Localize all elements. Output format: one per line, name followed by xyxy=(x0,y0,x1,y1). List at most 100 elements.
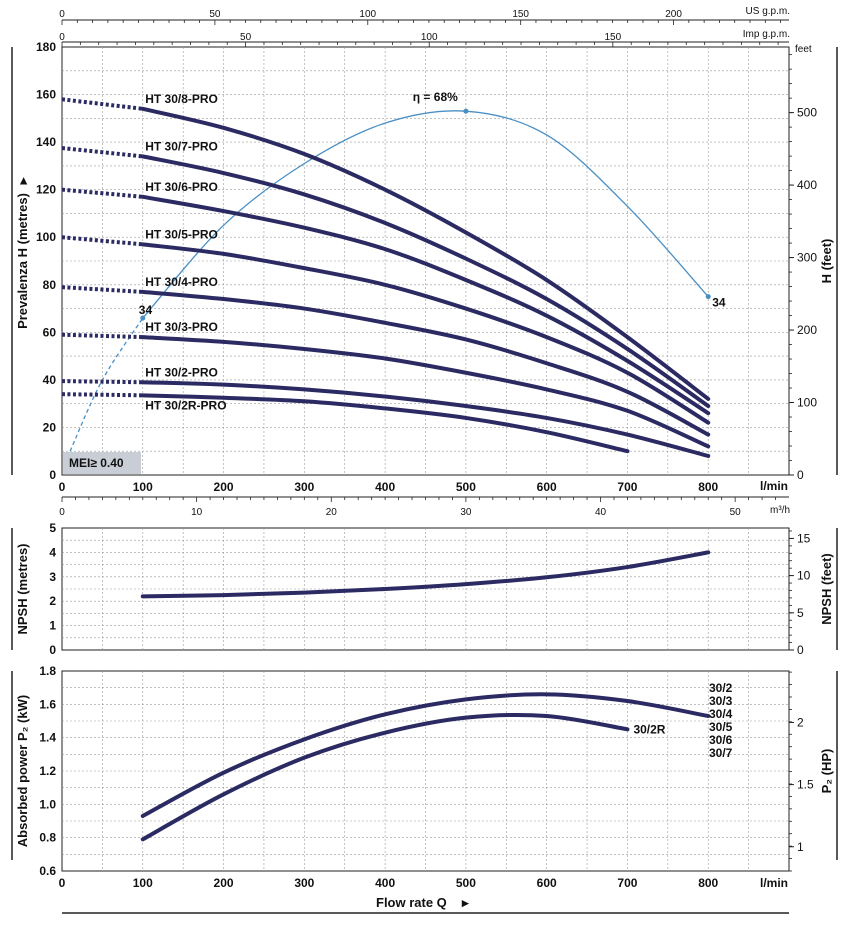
x-tick-label: 700 xyxy=(617,480,637,494)
x-tick-label: 800 xyxy=(698,480,718,494)
efficiency-marker xyxy=(140,315,146,321)
head-curve-dotted xyxy=(61,146,143,159)
x-tick-label: 500 xyxy=(456,876,476,890)
npsh-y-label: NPSH (metres) xyxy=(15,543,30,634)
x-tick-label: 700 xyxy=(617,876,637,890)
x-tick-label: 300 xyxy=(294,480,314,494)
head-y-label: Prevalenza H (metres) xyxy=(15,193,30,329)
head-curve-dotted xyxy=(61,187,143,199)
us-gpm-label: US g.p.m. xyxy=(746,6,790,17)
head-curve xyxy=(140,380,711,458)
head-y2-label: H (feet) xyxy=(819,239,834,284)
y-tick-label: 160 xyxy=(36,88,56,102)
x-tick-label: 500 xyxy=(456,480,476,494)
x-tick-label: 100 xyxy=(133,480,153,494)
y-tick-label: 1.4 xyxy=(39,731,56,745)
power-legend-item: 30/6 xyxy=(709,733,733,747)
y-tick-label: 180 xyxy=(36,40,56,54)
y2-tick-label: 10 xyxy=(797,569,811,583)
us-gpm-tick-label: 150 xyxy=(512,9,529,20)
x-tick-label: 100 xyxy=(133,876,153,890)
head-curve-dotted xyxy=(61,97,144,111)
y2-tick-label: 200 xyxy=(797,323,817,337)
head-curve xyxy=(140,393,630,454)
m3h-tick-label: 30 xyxy=(460,507,472,518)
y-tick-label: 0 xyxy=(49,468,56,482)
y2-tick-label: 400 xyxy=(797,178,817,192)
y-tick-label: 140 xyxy=(36,135,56,149)
head-curve-label: HT 30/2-PRO xyxy=(145,365,218,379)
y-tick-label: 40 xyxy=(43,373,57,387)
y-tick-label: 5 xyxy=(49,521,56,535)
imp-gpm-tick-label: 100 xyxy=(421,32,438,43)
power-curve xyxy=(140,712,630,842)
head-curve xyxy=(140,242,711,425)
mei-badge-box xyxy=(63,452,141,474)
head-curve xyxy=(140,154,711,409)
y-tick-label: 120 xyxy=(36,183,56,197)
head-curve-dotted xyxy=(61,235,143,247)
imp-gpm-tick-label: 50 xyxy=(240,32,252,43)
power-legend-item: 30/7 xyxy=(709,746,733,760)
y2-tick-label: 2 xyxy=(797,715,804,729)
x-tick-label: 600 xyxy=(537,876,557,890)
m3h-label: m³/h xyxy=(770,505,790,516)
power-curve xyxy=(140,692,711,818)
y2-tick-label: 300 xyxy=(797,251,817,265)
efficiency-peak-label: η = 68% xyxy=(413,90,458,104)
power-legend-item: 30/2 xyxy=(709,681,733,695)
head-curve-label: HT 30/8-PRO xyxy=(145,92,218,106)
efficiency-marker xyxy=(463,108,469,114)
y-tick-label: 20 xyxy=(43,420,57,434)
x-tick-label: 0 xyxy=(59,876,66,890)
y-tick-label: 80 xyxy=(43,278,57,292)
y-tick-label: 3 xyxy=(49,570,56,584)
head-curve-dotted xyxy=(61,285,143,294)
y-tick-label: 0.6 xyxy=(39,864,56,878)
us-gpm-tick-label: 200 xyxy=(665,9,682,20)
x-tick-label: 300 xyxy=(294,876,314,890)
y-tick-label: 2 xyxy=(49,594,56,608)
x-tick-label: 400 xyxy=(375,480,395,494)
power-legend: 30/230/330/430/530/630/7 xyxy=(709,681,733,760)
imp-gpm-label: Imp g.p.m. xyxy=(743,29,790,40)
y2-tick-label: 1 xyxy=(797,840,804,854)
feet-unit-label: feet xyxy=(795,44,812,55)
y2-tick-label: 1.5 xyxy=(797,778,814,792)
y2-tick-label: 100 xyxy=(797,396,817,410)
x-tick-label: 0 xyxy=(59,480,66,494)
y2-tick-label: 5 xyxy=(797,606,804,620)
y-tick-label: 4 xyxy=(49,545,56,559)
power-curve-label: 30/2R xyxy=(633,722,665,736)
y2-tick-label: 500 xyxy=(797,106,817,120)
y-tick-label: 1.2 xyxy=(39,764,56,778)
y-tick-label: 1.6 xyxy=(39,697,56,711)
power-legend-item: 30/4 xyxy=(709,707,733,721)
y2-tick-label: 0 xyxy=(797,468,804,482)
flow-rate-label: Flow rate Q xyxy=(376,895,447,910)
m3h-tick-label: 10 xyxy=(191,507,203,518)
head-curve-label: HT 30/6-PRO xyxy=(145,180,218,194)
head-curve-dotted xyxy=(61,379,143,385)
y-tick-label: 1.8 xyxy=(39,664,56,678)
y-tick-label: 100 xyxy=(36,230,56,244)
power-y2-label: P₂ (HP) xyxy=(819,749,834,794)
head-curve xyxy=(140,335,711,449)
m3h-tick-label: 20 xyxy=(326,507,338,518)
npsh-chart: 0 1 2 3 4 5 0 5 10 15 xyxy=(49,521,810,657)
npsh-curve xyxy=(140,550,711,599)
y2-tick-label: 0 xyxy=(797,643,804,657)
head-y-label-arrow: ▸ xyxy=(15,176,30,185)
power-legend-item: 30/5 xyxy=(709,720,733,734)
head-chart: 0 20 40 60 80 100 120 140 160 180 0 100 200 300 400 500… xyxy=(36,40,817,494)
head-x-unit-label: l/min xyxy=(760,479,788,493)
y-tick-label: 1 xyxy=(49,619,56,633)
efficiency-curve xyxy=(142,110,709,319)
efficiency-marker-label: 34 xyxy=(139,303,153,317)
power-chart: 0.6 0.8 1.0 1.2 1.4 1.6 1.8 1 1.5 2 0 100 200 300 400 5… xyxy=(39,664,814,890)
imp-gpm-tick-label: 150 xyxy=(604,32,621,43)
head-curve-label: HT 30/2R-PRO xyxy=(145,398,226,412)
m3h-tick-label: 40 xyxy=(595,507,607,518)
flow-rate-arrow: ▸ xyxy=(461,895,470,910)
head-curve-label: HT 30/3-PRO xyxy=(145,320,218,334)
